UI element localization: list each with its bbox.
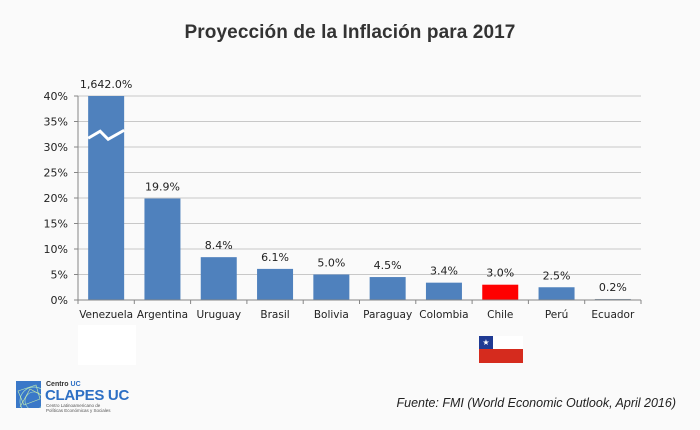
bar-chile <box>482 284 519 300</box>
x-tick-label: Colombia <box>419 309 468 321</box>
data-label: 0.2% <box>599 281 627 294</box>
background-patch <box>78 325 136 365</box>
bar-brasil <box>257 268 294 300</box>
bars <box>87 96 631 300</box>
logo-name: CLAPES UC <box>45 387 129 404</box>
y-tick-label: 10% <box>44 243 68 256</box>
data-label: 3.0% <box>486 267 514 280</box>
x-tick-label: Perú <box>545 309 568 321</box>
data-label: 1,642.0% <box>80 78 132 91</box>
x-tick-label: Chile <box>487 309 513 321</box>
y-tick-label: 5% <box>51 269 68 282</box>
x-tick-label: Paraguay <box>363 309 412 321</box>
y-axis-ticks: 0% 5% 10% 15% 20% 25% 30% 35% 40% <box>44 90 79 307</box>
y-tick-label: 0% <box>51 294 68 307</box>
bar-bolivia <box>313 274 350 300</box>
chile-flag-icon: ★ <box>479 336 523 363</box>
data-label: 6.1% <box>261 251 289 264</box>
data-label: 5.0% <box>317 257 345 270</box>
y-tick-label: 35% <box>44 116 68 129</box>
y-tick-label: 15% <box>44 218 68 231</box>
bar-ecuador <box>594 298 631 300</box>
data-label: 8.4% <box>205 239 233 252</box>
clapes-uc-logo: Centro UC CLAPES UC Centro Latinoamerica… <box>16 381 186 421</box>
logo-globe-icon <box>16 381 41 408</box>
data-labels: 1,642.0% 19.9% 8.4% 6.1% 5.0% 4.5% 3.4% 3.0% 2.5… <box>80 78 627 294</box>
y-tick-label: 30% <box>44 141 68 154</box>
x-tick-label: Brasil <box>260 309 289 321</box>
chart-title: Proyección de la Inflación para 2017 <box>184 22 516 43</box>
y-tick-label: 40% <box>44 90 68 103</box>
data-label: 2.5% <box>543 269 571 282</box>
bar-chart: 0% 5% 10% 15% 20% 25% 30% 35% 40% 1,642.0% 19.9% 8… <box>44 78 642 321</box>
bar-venezuela <box>88 96 125 300</box>
source-note: Fuente: FMI (World Economic Outlook, Apr… <box>396 396 677 410</box>
x-tick-label: Ecuador <box>591 309 635 321</box>
logo-centro-text: Centro UC <box>46 381 81 388</box>
logo-subtitle-1: Centro Latinoamericano de <box>46 403 101 408</box>
bar-paraguay <box>369 277 406 300</box>
bar-argentina <box>144 198 181 300</box>
axis-break-icon <box>87 128 125 142</box>
bar-uruguay <box>200 257 237 300</box>
x-tick-label: Venezuela <box>79 309 133 321</box>
x-axis-ticks: Venezuela Argentina Uruguay Brasil Bolivia Pa… <box>77 300 642 321</box>
bar-colombia <box>425 282 462 300</box>
x-tick-label: Argentina <box>137 309 188 321</box>
y-tick-label: 20% <box>44 192 68 205</box>
x-tick-label: Uruguay <box>196 309 241 321</box>
x-tick-label: Bolivia <box>314 309 349 321</box>
y-tick-label: 25% <box>44 167 68 180</box>
data-label: 19.9% <box>145 181 180 194</box>
logo-subtitle-2: Políticas Económicas y Sociales <box>46 408 111 413</box>
flag-star-icon: ★ <box>479 336 493 349</box>
data-label: 3.4% <box>430 265 458 278</box>
bar-per <box>538 287 575 300</box>
data-label: 4.5% <box>374 259 402 272</box>
